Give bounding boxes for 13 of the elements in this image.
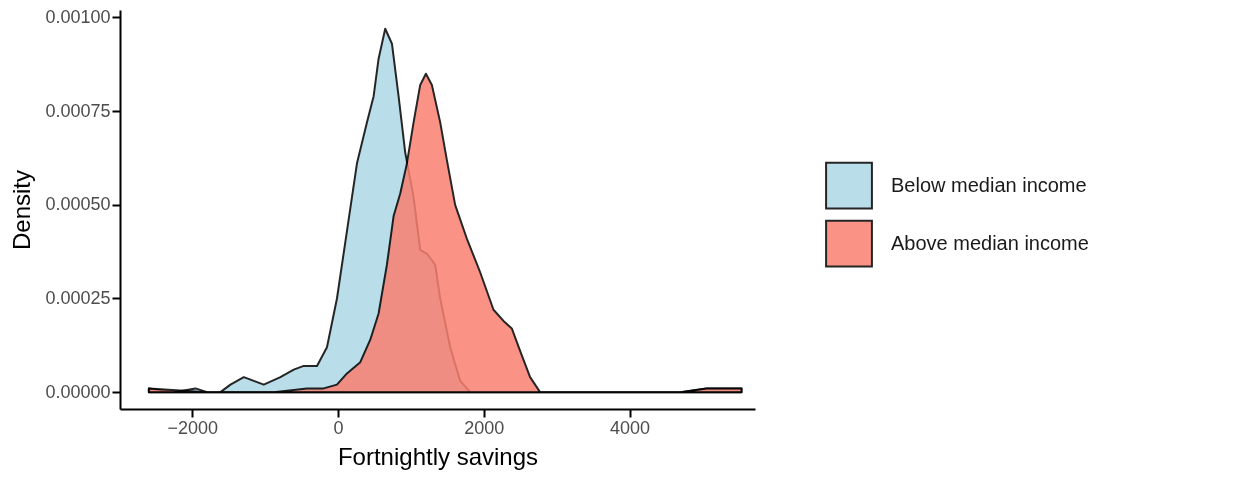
- x-tick-label: 0: [333, 417, 344, 438]
- y-axis-title: Density: [8, 169, 36, 251]
- legend-label: Above median income: [891, 231, 1089, 254]
- x-axis-title: Fortnightly savings: [337, 442, 539, 470]
- y-tick-label: 0.00100: [45, 6, 111, 27]
- y-tick-label: 0.00050: [45, 194, 111, 215]
- y-tick-label: 0.00000: [45, 381, 111, 402]
- y-tick-label: 0.00025: [45, 287, 111, 308]
- x-tick-label: 4000: [610, 417, 651, 438]
- y-tick-label: 0.00075: [45, 100, 111, 121]
- legend-label: Below median income: [891, 173, 1087, 196]
- x-tick-label: −2000: [167, 417, 218, 438]
- x-tick-label: 2000: [464, 417, 505, 438]
